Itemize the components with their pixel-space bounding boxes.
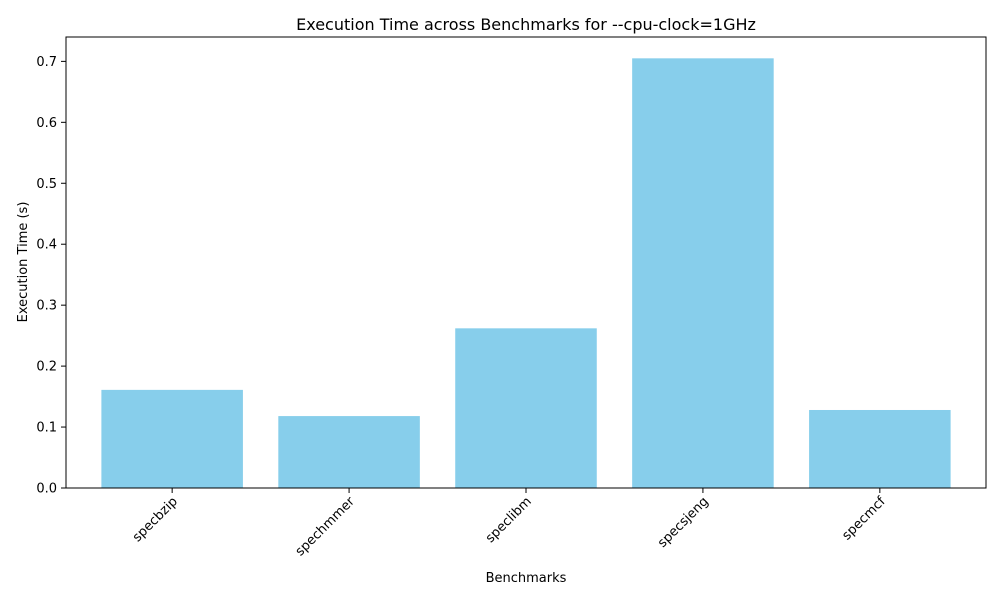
bars-group xyxy=(101,58,951,488)
bar-spechmmer xyxy=(278,416,420,488)
y-tick-label: 0.3 xyxy=(36,299,57,314)
y-axis: 0.0 0.1 0.2 0.3 0.4 0.5 0.6 0.7 xyxy=(36,55,66,497)
plot-frame xyxy=(65,36,987,489)
chart-title: Execution Time across Benchmarks for --c… xyxy=(296,15,756,34)
bar-specmcf xyxy=(809,409,951,488)
bar-specbzip xyxy=(101,389,243,488)
y-tick-label: 0.2 xyxy=(36,360,57,375)
x-tick-label-spechmmer: spechmmer xyxy=(293,494,359,560)
y-tick-label: 0.1 xyxy=(36,421,57,436)
y-tick-label: 0.6 xyxy=(36,116,57,131)
y-axis-label: Execution Time (s) xyxy=(16,202,31,323)
y-tick-label: 0.4 xyxy=(36,238,57,253)
x-tick-label-specbzip: specbzip xyxy=(130,494,181,545)
y-tick-label: 0.5 xyxy=(36,177,57,192)
x-axis: specbzip spechmmer speclibm specsjeng specmc… xyxy=(130,488,889,559)
bar-speclibm xyxy=(455,328,597,488)
x-tick-label-specmcf: specmcf xyxy=(839,494,888,543)
y-tick-label: 0.0 xyxy=(36,482,57,497)
x-axis-label: Benchmarks xyxy=(486,571,567,586)
bar-specsjeng xyxy=(632,58,774,488)
y-tick-label: 0.7 xyxy=(36,55,57,70)
x-tick-label-speclibm: speclibm xyxy=(483,494,535,546)
x-tick-label-specsjeng: specsjeng xyxy=(655,494,712,551)
